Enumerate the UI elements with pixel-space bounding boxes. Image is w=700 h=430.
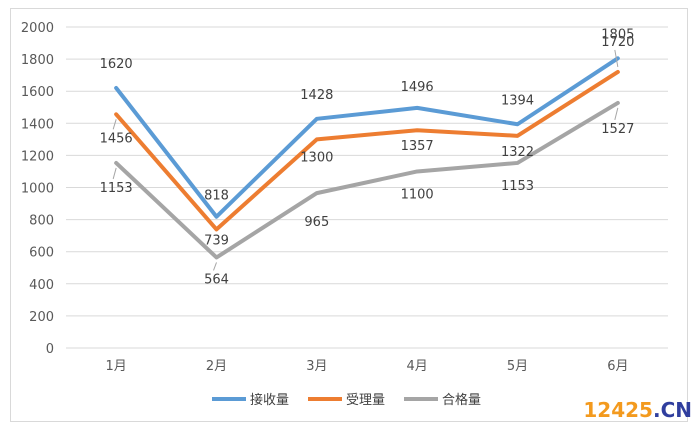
- x-tick-label: 6月: [607, 359, 628, 374]
- label-leader: [614, 107, 619, 121]
- y-tick-label: 1000: [21, 182, 54, 197]
- x-axis-ticks: 1月 2月 3月 4月 5月 6月: [106, 359, 629, 374]
- data-label: 818: [204, 189, 229, 204]
- x-tick-label: 1月: [106, 359, 127, 374]
- label-leader: [112, 119, 117, 130]
- data-label: 1428: [300, 88, 333, 103]
- data-label: 1300: [300, 150, 333, 165]
- gridlines: [66, 26, 668, 349]
- data-label: 564: [204, 272, 229, 287]
- legend-entry: 合格量: [442, 392, 481, 408]
- chart-frame: [10, 8, 688, 422]
- series-line-1: [114, 56, 620, 219]
- data-label: 1394: [501, 93, 534, 108]
- legend-entry: 接收量: [250, 392, 289, 408]
- series-lines: [114, 56, 620, 260]
- data-label: 1456: [100, 131, 133, 146]
- data-label: 1720: [601, 35, 634, 50]
- y-tick-label: 0: [46, 342, 54, 357]
- series-line-3: [114, 100, 620, 260]
- data-label: 1527: [601, 122, 634, 137]
- data-label: 1153: [501, 179, 534, 194]
- y-tick-label: 1400: [21, 117, 54, 132]
- site-watermark: 12425.CN: [583, 398, 692, 422]
- legend: 接收量 受理量 合格量: [212, 392, 481, 408]
- label-leader: [213, 262, 217, 271]
- data-label: 1357: [401, 139, 434, 154]
- y-axis-ticks: 0 200 400 600 800 1000 1200 1400 1600 1800 2000: [21, 21, 54, 357]
- label-leader: [112, 167, 117, 180]
- y-tick-label: 1800: [21, 53, 54, 68]
- y-tick-label: 2000: [21, 21, 54, 36]
- data-label: 1153: [100, 181, 133, 196]
- y-tick-label: 1200: [21, 149, 54, 164]
- data-label: 1322: [501, 145, 534, 160]
- series-line-2: [114, 69, 620, 232]
- data-label: 965: [304, 215, 329, 230]
- data-label: 1620: [100, 57, 133, 72]
- data-label: 1496: [401, 80, 434, 95]
- x-tick-label: 5月: [507, 359, 528, 374]
- watermark-domain: .CN: [652, 398, 692, 422]
- y-tick-label: 800: [29, 214, 54, 229]
- x-tick-label: 2月: [206, 359, 227, 374]
- data-label: 1100: [401, 187, 434, 202]
- label-leader: [614, 49, 619, 68]
- watermark-number: 12425: [583, 398, 653, 422]
- data-label: 739: [204, 233, 229, 248]
- y-tick-label: 400: [29, 278, 54, 293]
- data-label: 1805: [601, 27, 634, 42]
- x-tick-label: 4月: [407, 359, 428, 374]
- x-tick-label: 3月: [306, 359, 327, 374]
- legend-entry: 受理量: [346, 393, 385, 408]
- data-labels: 1620 818 1428 1496 1394 1805 1456 739 1300 1357 13…: [100, 27, 635, 287]
- y-tick-label: 600: [29, 246, 54, 261]
- y-tick-label: 1600: [21, 85, 54, 100]
- y-tick-label: 200: [29, 310, 54, 325]
